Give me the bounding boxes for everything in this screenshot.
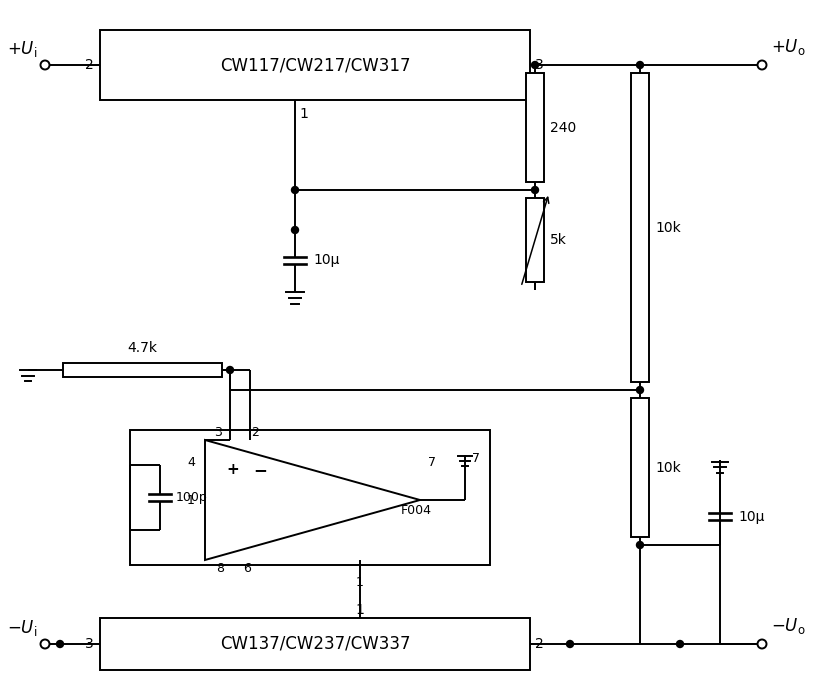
Polygon shape: [205, 440, 420, 560]
Bar: [100, 30, 530, 100]
Text: 3: 3: [535, 58, 544, 72]
Text: 10μ: 10μ: [313, 253, 339, 267]
Text: 1: 1: [355, 603, 364, 617]
Bar: [526, 198, 544, 282]
Text: $-U_{\rm o}$: $-U_{\rm o}$: [771, 616, 806, 636]
Text: 8: 8: [216, 562, 224, 574]
Text: 4.7k: 4.7k: [128, 341, 158, 355]
Text: 4: 4: [187, 456, 195, 468]
Text: CW117/CW217/CW317: CW117/CW217/CW317: [220, 56, 411, 74]
Text: 10k: 10k: [655, 220, 680, 234]
Bar: [631, 73, 649, 382]
Text: 2: 2: [251, 425, 259, 438]
Text: 10μ: 10μ: [738, 510, 764, 523]
Text: −: −: [253, 461, 267, 479]
Text: 5k: 5k: [550, 233, 567, 247]
Text: +: +: [227, 463, 239, 477]
Text: 7: 7: [472, 452, 480, 464]
Text: 7: 7: [428, 456, 436, 468]
Bar: [526, 73, 544, 182]
Circle shape: [227, 367, 233, 374]
Text: 1: 1: [356, 576, 364, 588]
Circle shape: [637, 61, 644, 68]
Text: 3: 3: [85, 637, 94, 651]
Circle shape: [567, 641, 573, 648]
Circle shape: [292, 227, 298, 233]
Text: 100p: 100p: [176, 491, 208, 504]
Text: 240: 240: [550, 121, 576, 135]
Text: $+U_{\rm i}$: $+U_{\rm i}$: [7, 39, 37, 59]
Bar: [63, 363, 222, 377]
Text: 1: 1: [187, 493, 195, 507]
Text: $+U_{\rm o}$: $+U_{\rm o}$: [771, 37, 806, 57]
Circle shape: [637, 387, 644, 394]
Circle shape: [532, 61, 538, 68]
Bar: [100, 618, 530, 670]
Text: 1: 1: [299, 107, 308, 121]
Text: F004: F004: [400, 503, 432, 516]
Circle shape: [56, 641, 63, 648]
Text: 6: 6: [243, 562, 251, 574]
Circle shape: [637, 542, 644, 549]
Bar: [631, 398, 649, 537]
Text: 2: 2: [535, 637, 544, 651]
Circle shape: [532, 187, 538, 194]
Text: $-U_{\rm i}$: $-U_{\rm i}$: [7, 618, 37, 638]
Bar: [130, 430, 490, 565]
Circle shape: [676, 641, 684, 648]
Text: 3: 3: [214, 425, 222, 438]
Circle shape: [292, 187, 298, 194]
Text: CW137/CW237/CW337: CW137/CW237/CW337: [220, 635, 411, 653]
Text: 2: 2: [85, 58, 94, 72]
Text: 10k: 10k: [655, 461, 680, 475]
